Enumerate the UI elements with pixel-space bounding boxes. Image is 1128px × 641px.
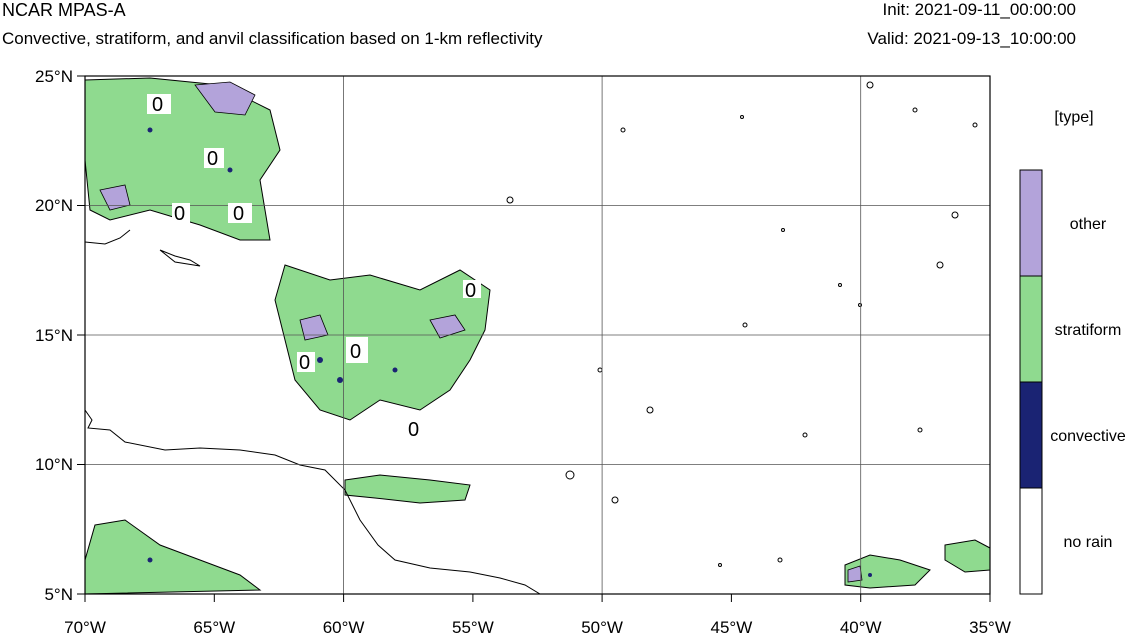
legend-title: [type] xyxy=(1054,109,1093,126)
legend-label-stratiform: stratiform xyxy=(1055,322,1122,339)
lon-label: 35°W xyxy=(969,618,1011,637)
axis-ticks xyxy=(77,75,991,602)
lat-label: 25°N xyxy=(35,67,73,86)
legend-swatch-other xyxy=(1019,169,1043,277)
lat-label: 10°N xyxy=(35,455,73,474)
contour-label: 0 xyxy=(408,419,419,441)
scattered-cells xyxy=(506,81,978,567)
lon-label: 45°W xyxy=(711,618,753,637)
lat-label: 15°N xyxy=(35,326,73,345)
legend: [type] other stratiform convective no ra… xyxy=(1019,109,1126,595)
contour-label: 0 xyxy=(465,280,476,302)
legend-label-no-rain: no rain xyxy=(1064,534,1113,551)
lon-label: 60°W xyxy=(323,618,365,637)
legend-label-convective: convective xyxy=(1050,428,1126,445)
contour-label: 0 xyxy=(350,341,361,363)
lon-label: 55°W xyxy=(452,618,494,637)
legend-swatch-convective xyxy=(1019,381,1043,489)
other-areas xyxy=(99,81,863,583)
lon-label: 65°W xyxy=(193,618,235,637)
lat-label: 20°N xyxy=(35,196,73,215)
contour-label: 0 xyxy=(174,203,185,225)
map-subtitle: Convective, stratiform, and anvil classi… xyxy=(2,29,543,48)
contour-label: 0 xyxy=(152,94,163,116)
longitude-labels: 70°W 65°W 60°W 55°W 50°W 45°W 40°W 35°W xyxy=(64,618,1011,637)
lon-label: 50°W xyxy=(581,618,623,637)
contour-label: 0 xyxy=(207,148,218,170)
lon-label: 70°W xyxy=(64,618,106,637)
map-title: NCAR MPAS-A xyxy=(2,0,126,20)
contour-labels: 0 0 0 0 0 0 0 0 xyxy=(147,94,481,441)
legend-swatch-no-rain xyxy=(1019,487,1043,595)
coastlines xyxy=(85,229,541,594)
map-plot-area: 0 0 0 0 0 0 0 0 xyxy=(85,76,990,594)
lat-label: 5°N xyxy=(44,585,73,604)
legend-swatch-stratiform xyxy=(1019,275,1043,383)
contour-label: 0 xyxy=(299,352,310,374)
stratiform-areas xyxy=(85,77,990,594)
lon-label: 40°W xyxy=(840,618,882,637)
legend-label-other: other xyxy=(1070,216,1107,233)
latitude-labels: 25°N 20°N 15°N 10°N 5°N xyxy=(35,67,73,604)
contour-label: 0 xyxy=(233,203,244,225)
valid-time: Valid: 2021-09-13_10:00:00 xyxy=(867,29,1076,48)
init-time: Init: 2021-09-11_00:00:00 xyxy=(882,0,1076,19)
